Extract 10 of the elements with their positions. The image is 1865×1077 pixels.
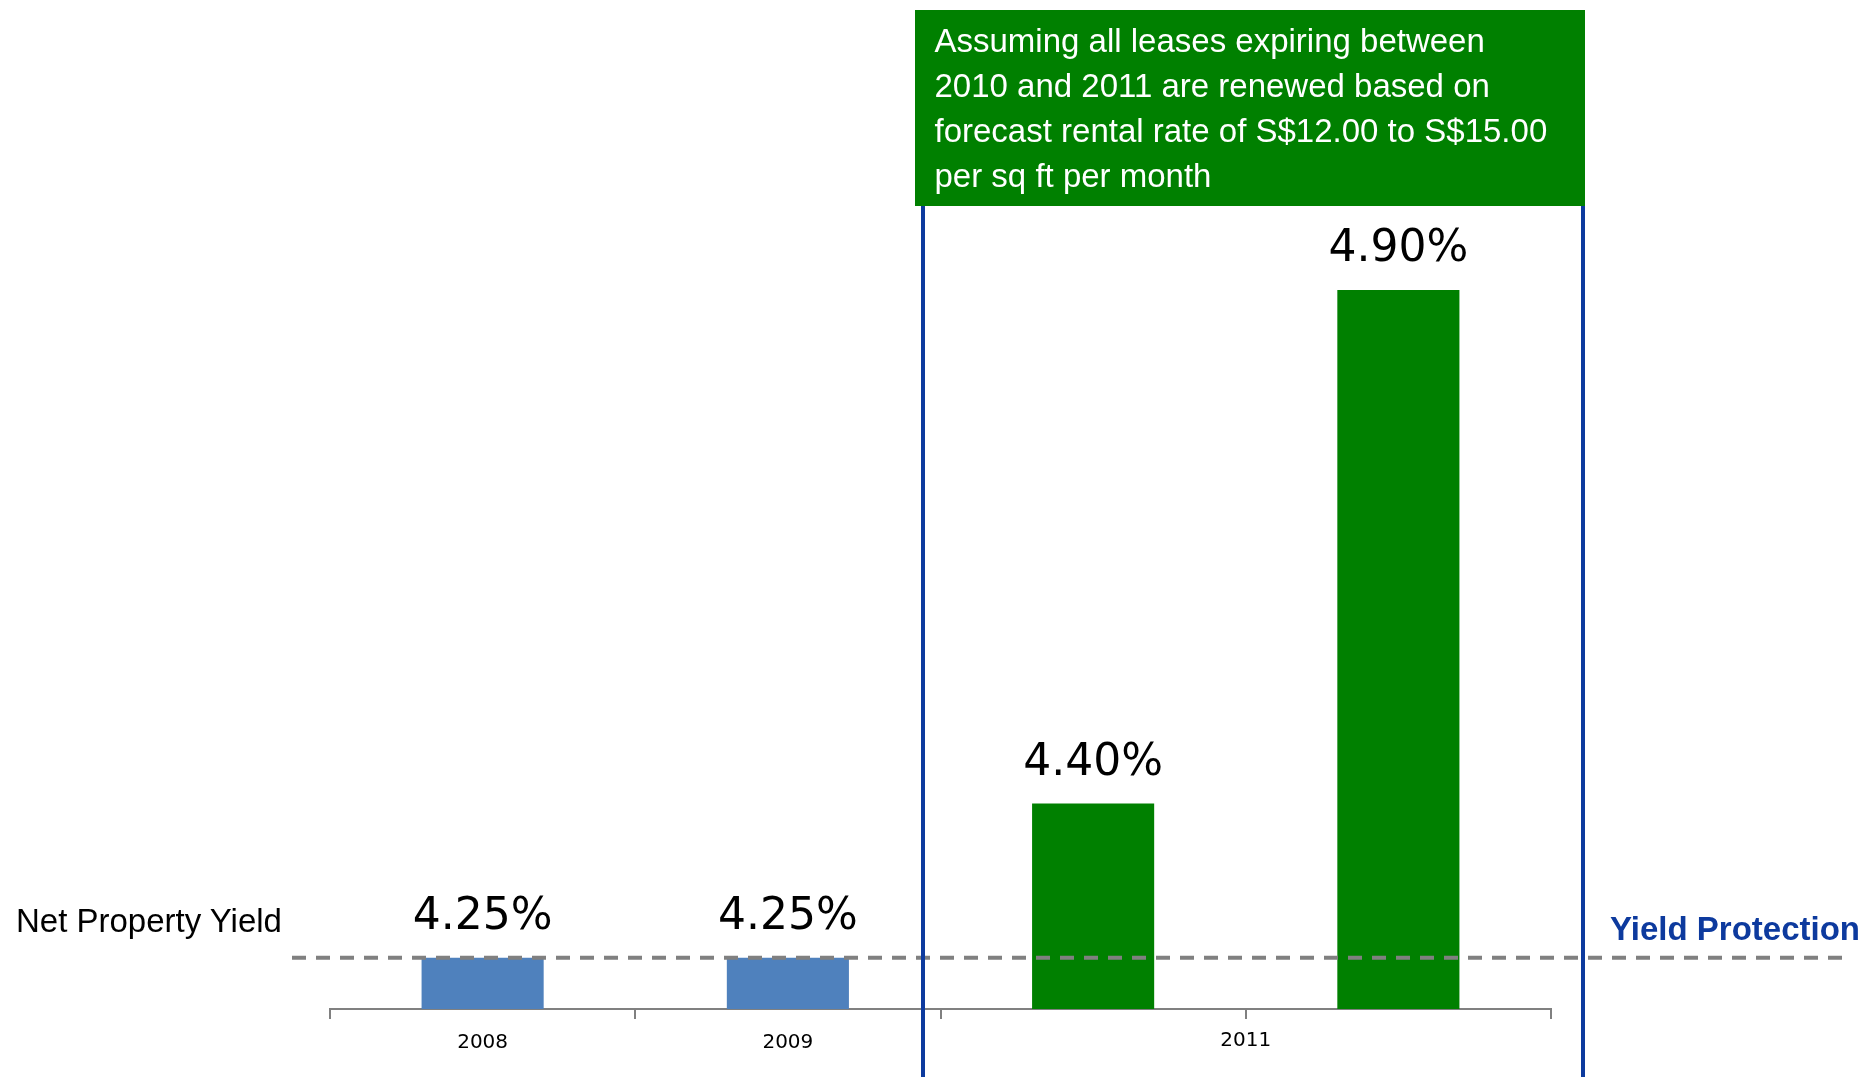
ref-line-label: Yield Protection [1610, 910, 1860, 948]
data-label: 4.25% [717, 888, 858, 940]
x-tick-label: 2009 [762, 1029, 814, 1054]
annotation: 2011 [1220, 1027, 1272, 1052]
text: Assuming all leases expiring between 2010 and 2011 are renewed based on forecast rental rate of S$12.00 to S$15.00 per sq ft per month [914, 10, 1585, 206]
data-label: 4.40% [1023, 734, 1164, 786]
x-tick-label: 2008 [457, 1029, 509, 1054]
y-axis-title: Net Property Yield [16, 902, 282, 940]
data-label: 4.25% [412, 888, 553, 940]
data-label: 4.90% [1328, 220, 1469, 272]
